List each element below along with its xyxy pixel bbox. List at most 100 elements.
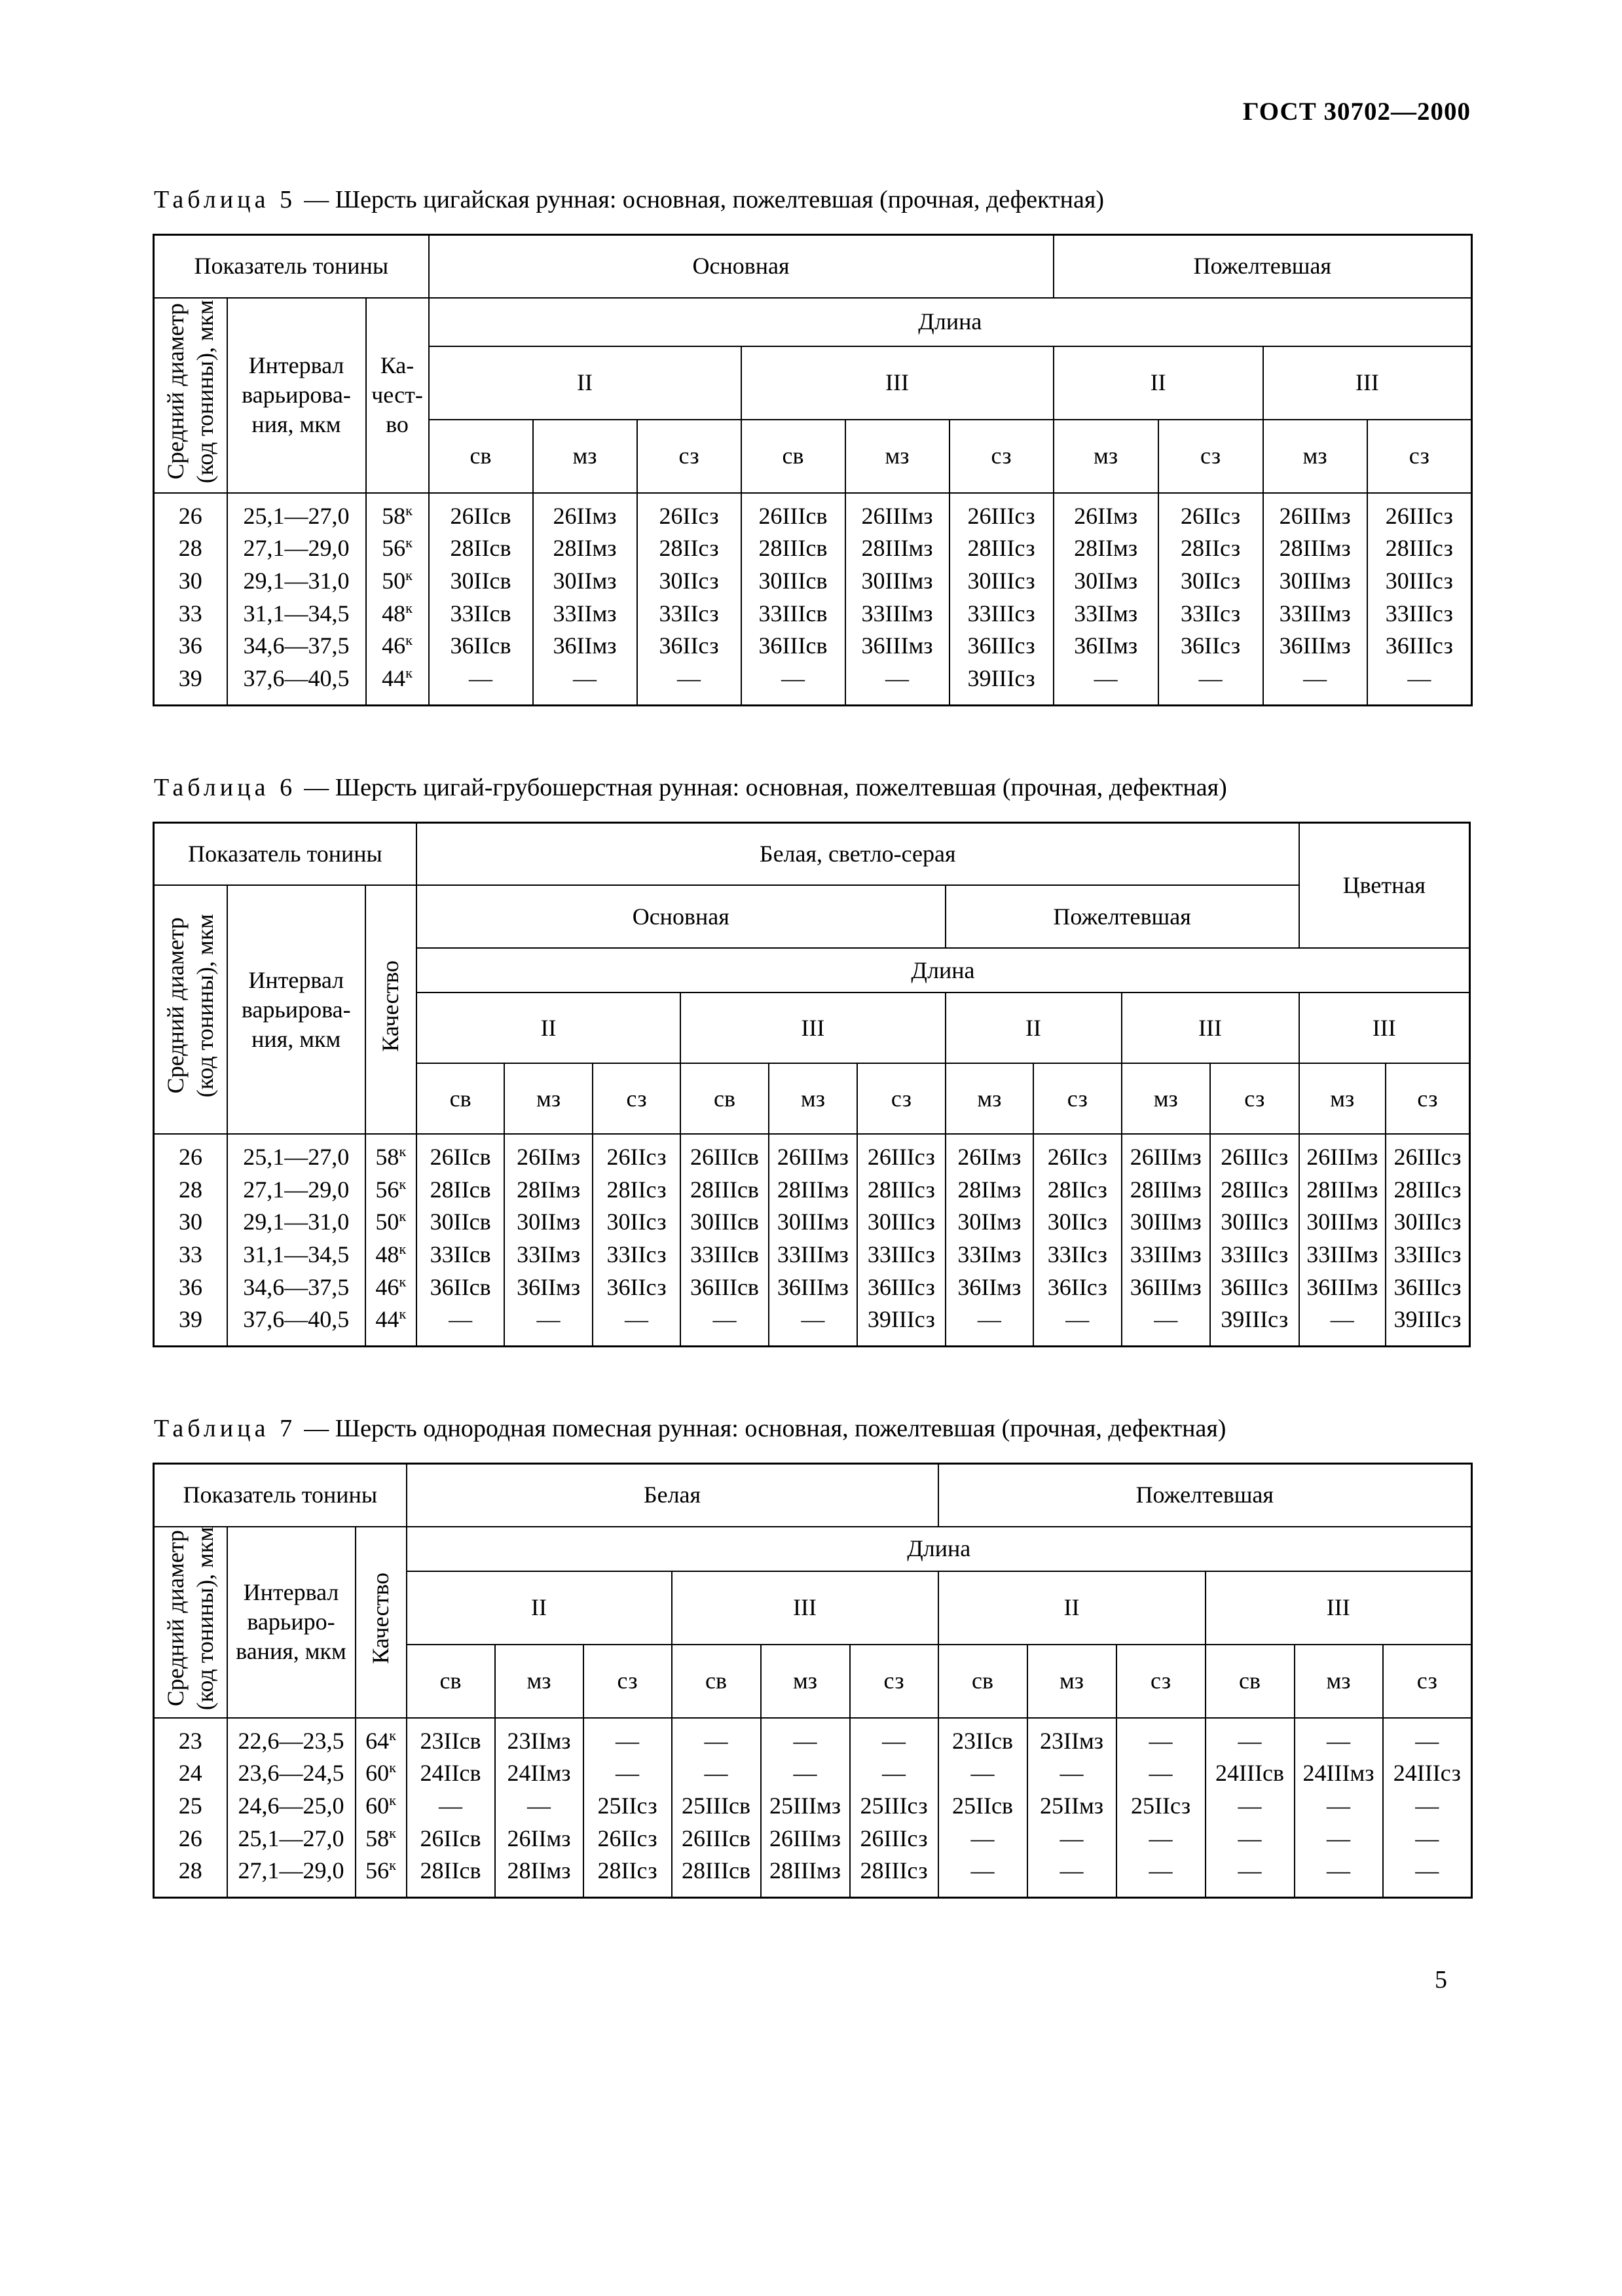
header-pokazatel-toniny: Показатель тонины (153, 822, 417, 886)
cell-mark: — (1115, 1757, 1206, 1790)
header-length-3: III (740, 345, 1054, 420)
cell-interval: 34,6—37,5 (226, 630, 367, 663)
cell-mark: — (767, 1303, 858, 1347)
header-length-2: II (944, 992, 1122, 1065)
cell-quality: 56к (354, 1855, 407, 1898)
header-sredniy-diametr: Средний диаметр (код тонины), мкм (153, 884, 228, 1135)
cell-mark: 30IIмз (944, 1206, 1035, 1239)
header-osnovnaya: Основная (415, 884, 946, 949)
header-sz: сз (1384, 1063, 1471, 1135)
cell-code: 26 (153, 1822, 228, 1855)
table-row: 36 34,6—37,5 46к 36IIсв 36IIмз 36IIсз 36IIIсв 3… (153, 1271, 1471, 1304)
header-mz: мз (1052, 418, 1159, 494)
table-row: 25 24,6—25,0 60к — —25IIсз 25IIIсв 25IIIмз 25II… (153, 1789, 1473, 1823)
cell-mark: 30IIсз (636, 564, 742, 598)
cell-mark: — (1120, 1303, 1211, 1347)
cell-mark: 28IIIсв (680, 1173, 769, 1207)
header-mz: мз (1026, 1643, 1117, 1719)
cell-mark: 36IIсв (415, 1271, 506, 1304)
table6-header: Показатель тонины Белая, светло-серая Цв… (153, 822, 1471, 1135)
cell-mark: 28IIIсз (857, 1173, 946, 1207)
header-dlina: Длина (428, 297, 1473, 347)
cell-mark: 23IIсв (937, 1717, 1028, 1758)
table6-body: 26 25,1—27,0 58к 26IIсв 26IIмз 26IIсз 26IIIсв 2… (153, 1134, 1471, 1347)
quality-superscript: к (389, 1726, 396, 1743)
cell-mark: 30IIIсз (857, 1206, 946, 1239)
cell-mark: 26IIIсз (1209, 1134, 1300, 1174)
header-interval: Интервал варьирова- ния, мкм (226, 884, 366, 1135)
header-kachestvo: Качество (354, 1525, 407, 1719)
table-row: 36 34,6—37,5 46к 36IIсв 36IIмз 36IIсз 36IIIсв 3… (153, 630, 1473, 663)
header-sv: св (937, 1643, 1028, 1719)
cell-mark: 33IIIсв (680, 1239, 769, 1271)
table-row: 26 25,1—27,0 58к 26IIсв 26IIмз 26IIсз 26IIIсв 2… (153, 1134, 1471, 1174)
cell-mark: 33IIсз (1157, 597, 1264, 630)
cell-mark: 33IIIсз (1209, 1239, 1300, 1271)
cell-quality: 46к (364, 1271, 417, 1304)
quality-superscript: к (399, 1143, 407, 1160)
cell-mark: 30IIмз (532, 564, 638, 598)
cell-mark: 28IIсз (1033, 1173, 1122, 1207)
cell-quality: 60к (354, 1757, 407, 1790)
cell-mark: — (1262, 662, 1368, 706)
cell-mark: 28IIIсз (849, 1855, 939, 1898)
cell-mark: 30IIIмз (1298, 1206, 1386, 1239)
table-row: 28 27,1—29,0 56к 28IIсв 28IIмз 28IIсз 28IIIсв 2… (153, 1855, 1473, 1898)
cell-mark: — (740, 662, 846, 706)
header-mz: мз (760, 1643, 851, 1719)
header-row: св мз сз св мз сз мз сз мз сз (154, 418, 1473, 494)
cell-mark: — (1298, 1303, 1386, 1347)
header-mz: мз (504, 1063, 593, 1135)
cell-mark: 33IIIсз (1366, 597, 1473, 630)
table7-section: Таблица 7— Шерсть однородная помесная ру… (153, 1414, 1473, 1899)
cell-mark: 23IIмз (494, 1717, 584, 1758)
cell-mark: 28IIIсз (1209, 1173, 1300, 1207)
cell-mark: 28IIсз (636, 532, 742, 565)
cell-mark: 36IIмз (1052, 630, 1159, 663)
table-row: 26 25,1—27,0 58к 26IIсв 26IIмз 26IIсз 26IIIсв 2… (153, 1822, 1473, 1855)
header-sv: св (671, 1643, 762, 1719)
cell-mark: 33IIIсв (740, 597, 846, 630)
header-mz: мз (1293, 1643, 1384, 1719)
cell-mark: 28IIсз (591, 1173, 682, 1207)
cell-mark: — (1382, 1822, 1473, 1855)
header-row: св мз сз св мз сз св мз сз св мз сз (154, 1643, 1473, 1719)
table-row: 33 31,1—34,5 48к 33IIсв 33IIмз 33IIсз 33IIIсв 3… (153, 1239, 1471, 1271)
cell-code: 28 (153, 1855, 228, 1898)
cell-mark: — (1033, 1303, 1122, 1347)
header-sz: сз (1382, 1643, 1473, 1719)
quality-superscript: к (399, 1208, 407, 1225)
cell-mark: 26IIмз (944, 1134, 1035, 1174)
cell-mark: 36IIмз (504, 1271, 593, 1304)
cell-mark: 36IIIсв (740, 630, 846, 663)
table-row: 39 37,6—40,5 44к — — — — —39IIIсз — — — — (153, 662, 1473, 706)
header-length-2: II (428, 345, 742, 420)
cell-mark: 30IIIмз (844, 564, 950, 598)
cell-code: 39 (153, 1303, 228, 1347)
table5-header: Показатель тонины Основная Пожелтевшая С… (153, 234, 1473, 494)
header-row: II III II III (154, 345, 1473, 420)
cell-mark: 33IIсз (1033, 1239, 1122, 1271)
cell-interval: 37,6—40,5 (226, 662, 367, 706)
table-row: 28 27,1—29,0 56к 28IIсв 28IIмз 28IIсз 28IIIсв 2… (153, 532, 1473, 565)
cell-mark: 33IIмз (504, 1239, 593, 1271)
cell-mark: 36IIIмз (1120, 1271, 1211, 1304)
cell-mark: 30IIсв (415, 1206, 506, 1239)
cell-mark: — (405, 1789, 496, 1823)
header-row: Средний диаметр (код тонины), мкм Интерв… (153, 297, 1473, 494)
header-osnovnaya: Основная (428, 234, 1054, 299)
cell-mark: — (582, 1757, 673, 1790)
header-sz: сз (1115, 1643, 1206, 1719)
cell-mark: 36IIсз (636, 630, 742, 663)
table-row: 23 22,6—23,5 64к 23IIсв 23IIмз — — — —23IIсв 23II… (153, 1717, 1473, 1758)
cell-mark: 26IIсз (636, 492, 742, 533)
cell-mark: — (671, 1717, 762, 1758)
cell-mark: 25IIIсз (849, 1789, 939, 1823)
quality-superscript: к (389, 1857, 396, 1874)
cell-mark: 36IIIмз (1298, 1271, 1386, 1304)
cell-mark: — (849, 1717, 939, 1758)
cell-code: 36 (153, 1271, 228, 1304)
header-sz: сз (1209, 1063, 1300, 1135)
cell-mark: 36IIIсв (680, 1271, 769, 1304)
cell-quality: 58к (364, 1134, 417, 1174)
